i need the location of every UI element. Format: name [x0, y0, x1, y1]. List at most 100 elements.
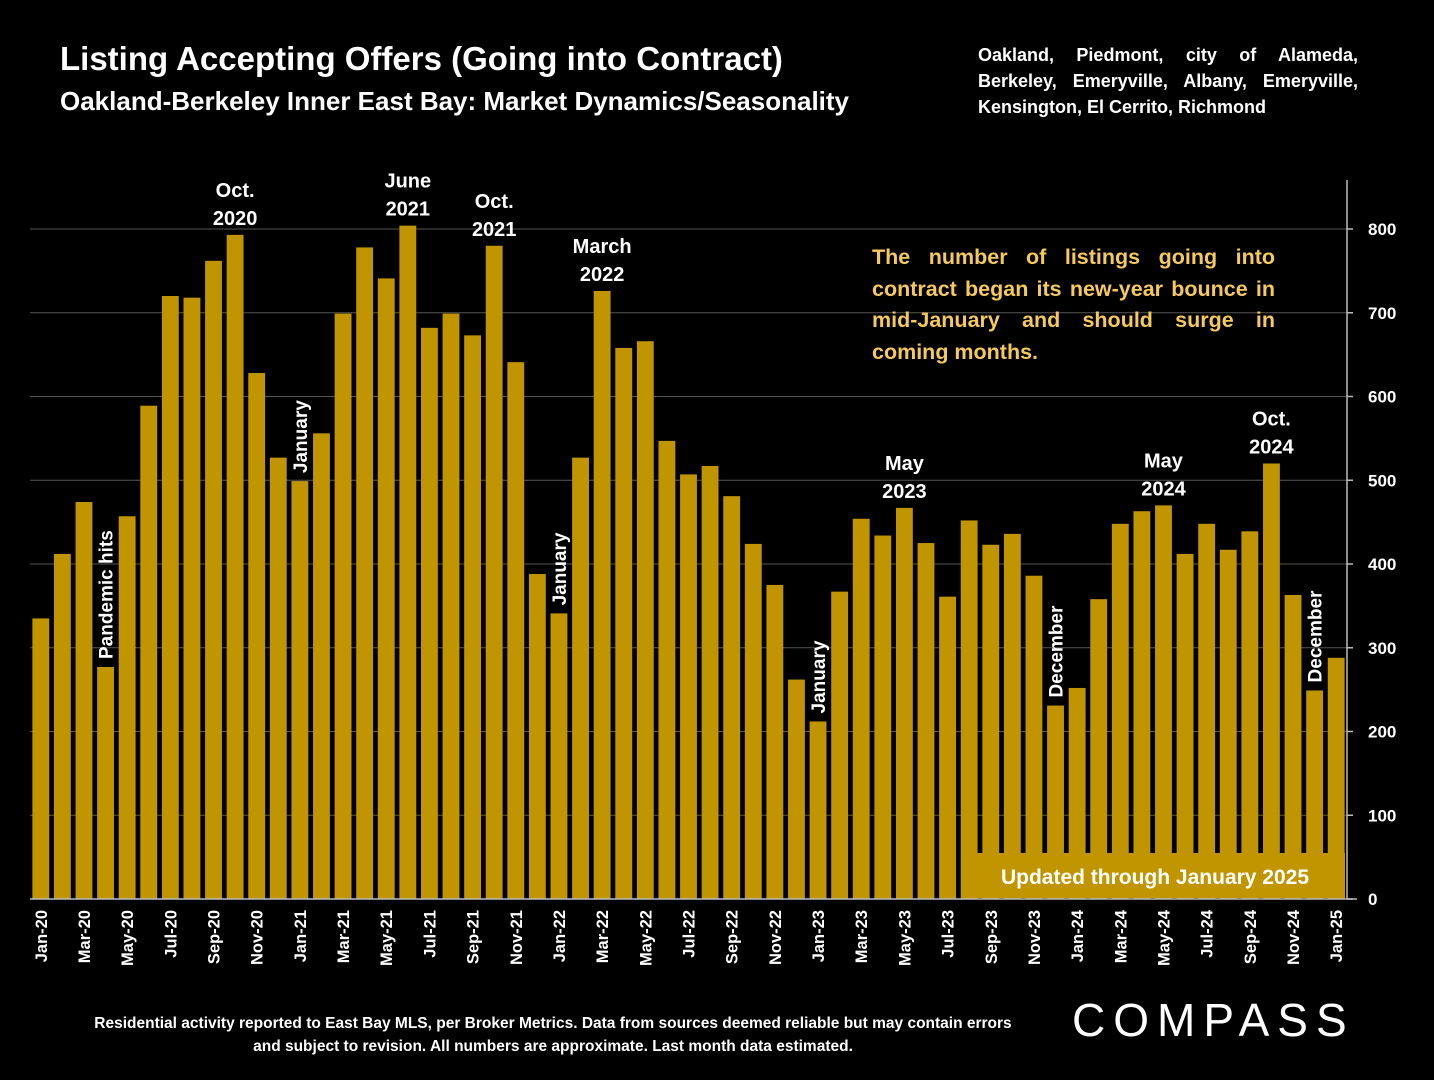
- bar-Jun-24: [1176, 553, 1194, 899]
- y-tick-label: 600: [1368, 388, 1396, 407]
- annotation-label: March: [573, 236, 632, 258]
- bar-Dec-21: [528, 574, 546, 899]
- x-tick-label: Mar-21: [335, 910, 353, 963]
- annotation-label: May: [885, 453, 925, 475]
- x-tick-label: May-22: [637, 910, 655, 966]
- bar-Jul-21: [420, 327, 438, 899]
- annotation-label: 2022: [580, 264, 625, 286]
- source-footnote: Residential activity reported to East Ba…: [94, 1015, 1012, 1055]
- annotation-label: Oct.: [475, 191, 514, 213]
- annotation-label: Oct.: [216, 180, 255, 202]
- x-tick-label: Nov-22: [767, 910, 785, 965]
- bar-Oct-21: [485, 245, 503, 899]
- x-tick-label: May-21: [378, 910, 396, 966]
- annotation-label: 2021: [386, 199, 431, 221]
- bar-Aug-21: [442, 313, 460, 899]
- bar-Oct-22: [744, 543, 762, 899]
- x-tick-label: Nov-24: [1285, 909, 1303, 965]
- bar-Apr-20: [97, 667, 114, 899]
- x-tick-label: Jul-24: [1199, 909, 1217, 958]
- bar-May-20: [118, 516, 136, 899]
- bar-Jun-21: [399, 225, 417, 899]
- annotation-label: May: [1144, 450, 1184, 472]
- bar-May-23: [895, 507, 913, 899]
- bar-Sep-20: [205, 260, 222, 899]
- bar-Mar-23: [852, 518, 870, 899]
- bar-Aug-24: [1219, 549, 1237, 899]
- x-tick-label: Jul-20: [162, 910, 180, 958]
- bar-Dec-23: [1047, 705, 1064, 899]
- x-tick-label: Jan-23: [810, 910, 828, 962]
- commentary-note: The number of listings going into contra…: [872, 245, 1275, 364]
- x-tick-label: Mar-22: [594, 910, 612, 963]
- bar-Jan-22: [550, 613, 568, 899]
- bar-series: [32, 225, 1345, 900]
- x-tick-label: Jul-23: [940, 910, 958, 958]
- x-tick-labels: Jan-20 Mar-20 May-20 Jul-20 Sep-20 Nov-20 Jan-…: [33, 909, 1346, 966]
- x-tick-label: May-23: [896, 910, 914, 966]
- bar-Jan-25: [1327, 657, 1345, 899]
- y-tick-label: 700: [1368, 304, 1396, 323]
- bar-Mar-21: [334, 313, 352, 899]
- x-tick-label: Jan-22: [551, 910, 569, 962]
- annotation-label: Oct.: [1252, 409, 1291, 431]
- bar-Sep-24: [1241, 531, 1259, 899]
- bar-Mar-22: [593, 290, 611, 900]
- bar-Nov-21: [507, 362, 525, 900]
- bar-Nov-24: [1284, 594, 1302, 899]
- annotation-label: January: [291, 400, 312, 473]
- x-tick-label: Nov-20: [249, 910, 267, 965]
- compass-logo: COMPASS: [1072, 994, 1355, 1046]
- bar-Sep-21: [464, 335, 482, 899]
- bar-Feb-20: [53, 553, 71, 899]
- y-tick-label: 0: [1368, 890, 1377, 909]
- chart-subtitle: Oakland-Berkeley Inner East Bay: Market …: [60, 86, 850, 116]
- bar-Dec-20: [269, 457, 287, 899]
- y-tick-label: 800: [1368, 220, 1396, 239]
- bar-Jan-24: [1068, 687, 1086, 899]
- annotation-label: December: [1306, 590, 1327, 682]
- bar-Jan-20: [32, 618, 50, 899]
- annotation-label: 2024: [1141, 478, 1186, 500]
- bar-Oct-24: [1263, 463, 1280, 899]
- y-tick-labels: 0 100 200 300 400 500 600 700 800: [1347, 220, 1396, 909]
- annotation-label: 2023: [882, 481, 927, 503]
- annotation-label: 2020: [213, 208, 258, 230]
- bar-Apr-22: [615, 347, 633, 899]
- x-tick-label: Sep-21: [465, 910, 483, 964]
- x-tick-label: Jul-21: [421, 910, 439, 958]
- axes: [30, 180, 1357, 900]
- bar-Jan-21: [291, 481, 309, 899]
- bar-Oct-23: [1003, 533, 1021, 899]
- annotation-label: January: [550, 532, 571, 605]
- x-tick-label: Jul-22: [681, 910, 699, 958]
- bar-Nov-22: [766, 584, 784, 899]
- bar-Jul-20: [161, 296, 179, 899]
- annotation-label: June: [384, 171, 431, 193]
- annotations: Oct. 2020 June 2021 Oct. 2021 March 2022 May 2023…: [97, 171, 1327, 714]
- x-tick-label: Mar-20: [76, 910, 94, 963]
- annotation-label: Pandemic hits: [97, 530, 118, 659]
- bar-Oct-20: [226, 234, 244, 900]
- bar-Jun-23: [917, 543, 935, 899]
- bar-Apr-23: [874, 535, 892, 899]
- bar-Jul-22: [680, 474, 697, 899]
- bar-Nov-20: [248, 373, 266, 899]
- x-tick-label: May-24: [1155, 909, 1173, 966]
- x-tick-label: Jan-24: [1069, 909, 1087, 962]
- x-tick-label: Nov-21: [508, 910, 526, 965]
- bar-May-21: [377, 278, 395, 900]
- x-tick-label: Jan-20: [33, 910, 51, 962]
- x-tick-label: Jan-21: [292, 910, 310, 962]
- x-tick-label: Mar-23: [853, 910, 871, 963]
- x-tick-label: Sep-20: [206, 910, 224, 964]
- x-tick-label: Jan-25: [1328, 910, 1346, 962]
- bar-Apr-21: [356, 247, 374, 900]
- y-tick-label: 200: [1368, 723, 1396, 742]
- x-tick-label: Sep-24: [1242, 909, 1260, 964]
- annotation-label: December: [1047, 605, 1068, 697]
- bar-Aug-22: [701, 466, 719, 899]
- region-list: Oakland, Piedmont, city of Alameda, Berk…: [978, 45, 1358, 117]
- annotation-label: 2024: [1249, 437, 1294, 459]
- bar-Feb-21: [313, 433, 330, 899]
